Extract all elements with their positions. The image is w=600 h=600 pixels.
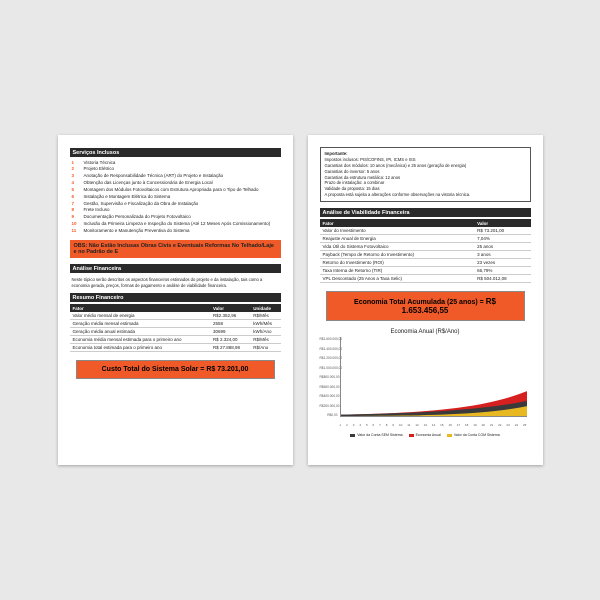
servico-item: 3Anotação de Responsabilidade Técnica (A… (70, 173, 281, 180)
legend-item: Economia Anual (409, 433, 441, 437)
custo-value: R$ 73.201,00 (206, 366, 248, 373)
econ-label: Economia Total Acumulada (25 anos) = (354, 299, 484, 306)
servico-item: 4Obtenção das Licenças junto à Concessio… (70, 180, 281, 187)
table-header: Fator (320, 219, 475, 227)
importante-line: A proposta está sujeita a alterações con… (325, 192, 526, 198)
servicos-header: Serviços Inclusos (70, 148, 281, 157)
table-header: Valor (210, 304, 250, 312)
servico-item: 2Projeto Elétrico (70, 166, 281, 173)
analise-header: Análise Financeira (70, 264, 281, 273)
page-2: Importante: Impostos inclusos: PIS/COFIN… (308, 135, 543, 465)
important-box: Importante: Impostos inclusos: PIS/COFIN… (320, 147, 531, 202)
servico-item: 7Gestão, Supervisão e Fiscalização da Ob… (70, 200, 281, 207)
chart-legend: Valor da Conta SEM Sistema Economia Anual… (320, 433, 531, 437)
table-row: Economia média mensal estimada para o pr… (70, 336, 281, 344)
table-row: Valor médio mensal de energiaR$2.352,96R… (70, 312, 281, 320)
legend-item: Valor da Conta COM Sistema (447, 433, 500, 437)
resumo-header: Resumo Financeiro (70, 293, 281, 302)
servico-item: 5Montagem dos Módulos Fotovoltaicos com … (70, 186, 281, 193)
table-row: Taxa Interna de Retorno (TIR)66,79% (320, 267, 531, 275)
table-header: Valor (474, 219, 530, 227)
table-row: Geração média mensal estimada2558kWh/Mês (70, 320, 281, 328)
servico-item: 1Vistoria Técnica (70, 159, 281, 166)
economia-total-box: Economia Total Acumulada (25 anos) = R$ … (326, 291, 525, 321)
viab-header: Análise de Viabilidade Financeira (320, 208, 531, 217)
servico-item: 8Frete Incluso (70, 207, 281, 214)
economia-chart: R$1.600.000,00R$1.400.000,00R$1.200.000,… (340, 337, 527, 427)
resumo-table: FatorValorUnidade Valor médio mensal de … (70, 304, 281, 352)
custo-total-box: Custo Total do Sistema Solar = R$ 73.201… (76, 360, 275, 379)
table-row: Valor do InvestimentoR$ 73.201,00 (320, 227, 531, 235)
table-row: Reajuste Anual de Energia7,04% (320, 235, 531, 243)
table-row: Retorno do Investimento (ROI)23 vezes (320, 259, 531, 267)
servico-item: 9Documentação Personalizada do Projeto F… (70, 214, 281, 221)
table-header: Fator (70, 304, 210, 312)
legend-item: Valor da Conta SEM Sistema (350, 433, 402, 437)
servicos-list: 1Vistoria Técnica2Projeto Elétrico3Anota… (70, 159, 281, 234)
servico-item: 6Instalação e Montagem Elétrica do Siste… (70, 193, 281, 200)
page-1: Serviços Inclusos 1Vistoria Técnica2Proj… (58, 135, 293, 465)
servico-item: 10Inclusão da Primeira Limpeza e Inspeçã… (70, 221, 281, 228)
custo-label: Custo Total do Sistema Solar = (102, 366, 205, 373)
table-row: Economia total estimada para o primeiro … (70, 344, 281, 352)
table-header: Unidade (250, 304, 280, 312)
table-row: Payback (Tempo de Retorno do Investiment… (320, 251, 531, 259)
servico-item: 11Monitoramento e Manutenção Preventiva … (70, 227, 281, 234)
table-row: VPL Descontado (25 Anos a Taxa Selic)R$ … (320, 275, 531, 283)
table-row: Vida Útil do Sistema Fotovoltaico25 anos (320, 243, 531, 251)
table-row: Geração média anual estimada30699kWh/Ano (70, 328, 281, 336)
obs-box: OBS: Não Estão Inclusas Obras Civis e Ev… (70, 240, 281, 258)
chart-title: Economia Anual (R$/Ano) (320, 329, 531, 335)
viab-table: FatorValor Valor do InvestimentoR$ 73.20… (320, 219, 531, 283)
analise-text: Neste tópico serão descritos os aspectos… (72, 277, 279, 289)
